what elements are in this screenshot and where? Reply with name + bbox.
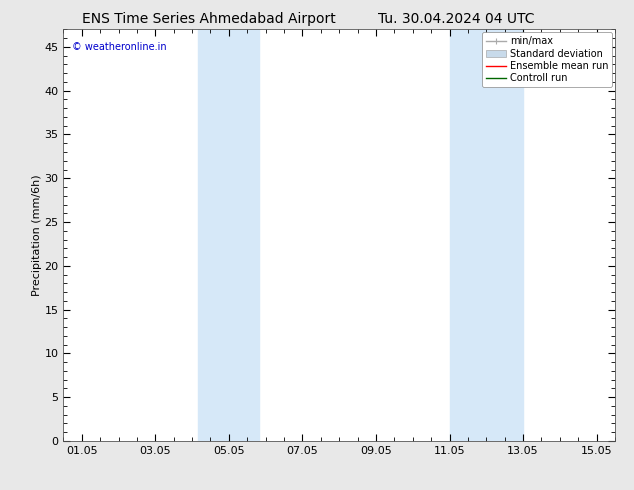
Text: Tu. 30.04.2024 04 UTC: Tu. 30.04.2024 04 UTC — [378, 12, 534, 26]
Legend: min/max, Standard deviation, Ensemble mean run, Controll run: min/max, Standard deviation, Ensemble me… — [482, 32, 612, 87]
Text: ENS Time Series Ahmedabad Airport: ENS Time Series Ahmedabad Airport — [82, 12, 336, 26]
Text: © weatheronline.in: © weatheronline.in — [72, 42, 166, 52]
Bar — [450, 29, 523, 441]
Y-axis label: Precipitation (mm/6h): Precipitation (mm/6h) — [32, 174, 42, 296]
Bar — [198, 29, 259, 441]
